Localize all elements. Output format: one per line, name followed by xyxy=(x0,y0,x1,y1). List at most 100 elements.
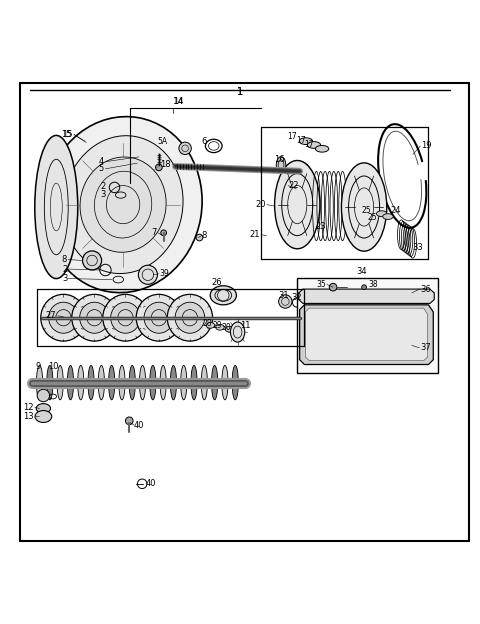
Text: 4: 4 xyxy=(99,157,104,166)
Ellipse shape xyxy=(299,138,312,145)
Ellipse shape xyxy=(41,295,86,341)
Ellipse shape xyxy=(191,366,197,400)
Text: 40: 40 xyxy=(145,479,156,489)
Text: 34: 34 xyxy=(356,267,367,276)
Text: 16: 16 xyxy=(275,155,285,163)
Text: 29: 29 xyxy=(212,321,222,330)
Ellipse shape xyxy=(72,295,117,341)
Text: 2: 2 xyxy=(62,265,67,273)
Text: 14: 14 xyxy=(173,97,184,106)
Ellipse shape xyxy=(35,135,78,278)
Circle shape xyxy=(179,142,192,155)
Circle shape xyxy=(279,295,292,308)
Polygon shape xyxy=(305,308,428,361)
Ellipse shape xyxy=(341,163,387,251)
Text: 5A: 5A xyxy=(157,137,168,145)
Text: 19: 19 xyxy=(421,142,432,150)
Text: 17: 17 xyxy=(304,140,314,149)
Ellipse shape xyxy=(216,324,224,330)
Ellipse shape xyxy=(111,302,140,333)
Text: 24: 24 xyxy=(390,207,401,215)
Text: 21: 21 xyxy=(250,230,260,239)
Text: 7: 7 xyxy=(151,228,156,237)
Text: 8: 8 xyxy=(62,255,67,264)
Ellipse shape xyxy=(47,366,53,400)
Text: 9: 9 xyxy=(36,362,41,371)
Text: 5: 5 xyxy=(99,164,104,173)
Text: 13: 13 xyxy=(23,412,34,421)
Ellipse shape xyxy=(80,302,109,333)
Ellipse shape xyxy=(140,366,145,400)
Text: 12: 12 xyxy=(24,403,34,412)
Text: 18: 18 xyxy=(160,160,171,168)
Ellipse shape xyxy=(212,366,218,400)
Ellipse shape xyxy=(35,411,52,422)
Ellipse shape xyxy=(48,302,78,333)
Ellipse shape xyxy=(67,366,73,400)
Ellipse shape xyxy=(307,142,321,149)
Text: 26: 26 xyxy=(211,278,222,287)
Text: 11: 11 xyxy=(240,321,251,330)
Text: 40: 40 xyxy=(134,421,144,430)
Ellipse shape xyxy=(119,366,125,400)
Circle shape xyxy=(83,251,102,270)
Ellipse shape xyxy=(376,211,387,217)
Circle shape xyxy=(329,283,337,291)
Ellipse shape xyxy=(57,366,63,400)
Text: 39: 39 xyxy=(160,270,169,278)
Ellipse shape xyxy=(232,366,239,400)
Ellipse shape xyxy=(78,366,84,400)
Ellipse shape xyxy=(150,366,156,400)
Ellipse shape xyxy=(36,366,43,400)
Ellipse shape xyxy=(36,404,50,413)
Text: 20: 20 xyxy=(256,200,266,209)
Text: 36: 36 xyxy=(420,285,431,294)
Text: 37: 37 xyxy=(420,343,431,353)
Circle shape xyxy=(196,234,203,241)
Circle shape xyxy=(156,164,162,171)
Ellipse shape xyxy=(108,366,115,400)
Text: 3: 3 xyxy=(100,190,106,199)
Ellipse shape xyxy=(129,366,135,400)
Ellipse shape xyxy=(315,145,329,152)
Ellipse shape xyxy=(103,295,148,341)
Ellipse shape xyxy=(383,213,393,220)
Ellipse shape xyxy=(160,366,166,400)
Circle shape xyxy=(362,285,366,290)
Text: 10: 10 xyxy=(48,362,59,371)
Ellipse shape xyxy=(284,162,315,214)
Ellipse shape xyxy=(63,135,183,273)
Text: 17: 17 xyxy=(288,132,297,141)
Text: 8: 8 xyxy=(202,231,207,240)
Ellipse shape xyxy=(206,323,215,328)
Text: 25: 25 xyxy=(362,207,372,215)
Text: 33: 33 xyxy=(413,243,423,252)
Circle shape xyxy=(161,230,167,236)
Text: 22: 22 xyxy=(288,181,299,190)
Text: 15: 15 xyxy=(61,130,72,139)
Ellipse shape xyxy=(180,366,187,400)
Text: 2: 2 xyxy=(100,182,106,192)
Circle shape xyxy=(37,389,49,402)
Text: 15: 15 xyxy=(62,130,73,139)
Circle shape xyxy=(138,265,157,285)
Polygon shape xyxy=(300,305,433,364)
Ellipse shape xyxy=(210,286,237,305)
Text: 27: 27 xyxy=(46,311,56,320)
Text: 28: 28 xyxy=(203,319,212,328)
Ellipse shape xyxy=(80,157,166,252)
Ellipse shape xyxy=(44,117,202,293)
Text: 38: 38 xyxy=(369,280,378,289)
Text: 35: 35 xyxy=(316,280,326,289)
Ellipse shape xyxy=(167,295,213,341)
Ellipse shape xyxy=(201,366,207,400)
Text: 17: 17 xyxy=(296,135,306,145)
Text: 3: 3 xyxy=(62,274,67,283)
Ellipse shape xyxy=(175,302,204,333)
Ellipse shape xyxy=(170,366,177,400)
Ellipse shape xyxy=(144,302,174,333)
Ellipse shape xyxy=(88,366,94,400)
Ellipse shape xyxy=(230,322,245,342)
Text: 31: 31 xyxy=(278,291,289,300)
Text: 6: 6 xyxy=(201,137,206,145)
